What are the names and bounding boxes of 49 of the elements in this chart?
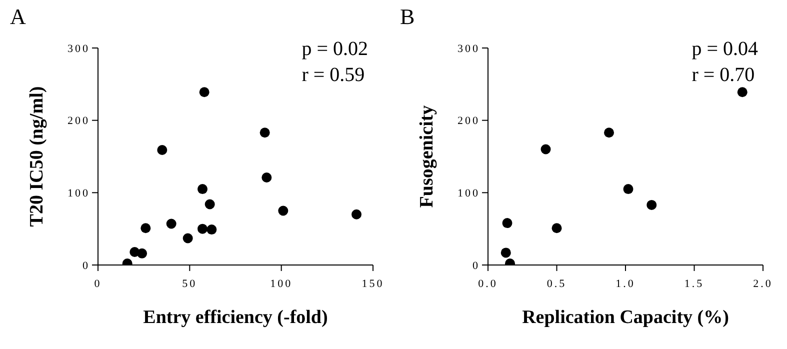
point (204, 199, 215, 210)
point (140, 223, 151, 234)
x-tick-label: 1.0 (616, 278, 636, 290)
point (182, 233, 193, 244)
x-axis-title: Replication Capacity (%) (522, 307, 729, 328)
point (737, 87, 748, 98)
point (623, 184, 634, 194)
x-tick-label: 2.0 (753, 278, 773, 290)
annotation: r = 0.59 (302, 63, 366, 88)
annotation: p = 0.04 (692, 37, 758, 62)
point (502, 218, 512, 228)
y-tick-label: 300 (458, 42, 480, 55)
y-tick-label: 200 (458, 115, 480, 128)
point (552, 223, 562, 234)
x-tick-label: 100 (270, 278, 293, 290)
point (278, 206, 288, 216)
y-tick-label: 100 (458, 188, 480, 200)
point (198, 184, 208, 194)
y-tick-label: 300 (68, 42, 90, 55)
x-axis-title: Entry efficiency (-fold) (143, 307, 328, 328)
point (262, 172, 272, 182)
x-tick-label: 0.5 (546, 278, 567, 290)
point (352, 209, 362, 220)
y-axis-title: T20 IC50 (ng/ml) (26, 86, 48, 227)
chart-title: B (400, 4, 415, 30)
x-tick-label: 0 (94, 278, 102, 290)
point (199, 87, 210, 98)
y-tick-label: 200 (68, 115, 90, 128)
y-tick-label: 0 (472, 260, 480, 272)
x-tick-label: 150 (362, 278, 384, 290)
point (206, 224, 217, 235)
point (604, 128, 614, 138)
point (198, 224, 208, 234)
point (646, 200, 657, 210)
x-tick-label: 50 (182, 278, 198, 290)
annotation: r = 0.70 (692, 63, 756, 88)
y-tick-label: 0 (82, 260, 90, 272)
chart-title: A (10, 4, 26, 30)
point (260, 128, 270, 138)
annotation: p = 0.02 (302, 37, 368, 62)
point (137, 248, 147, 258)
point (157, 144, 168, 155)
point (500, 248, 511, 258)
x-tick-label: 1.5 (684, 278, 704, 290)
y-tick-label: 100 (68, 188, 90, 200)
y-axis-title: Fusogenicity (416, 104, 438, 208)
point (166, 218, 176, 229)
point (540, 144, 551, 154)
x-tick-label: 0.0 (478, 278, 498, 290)
